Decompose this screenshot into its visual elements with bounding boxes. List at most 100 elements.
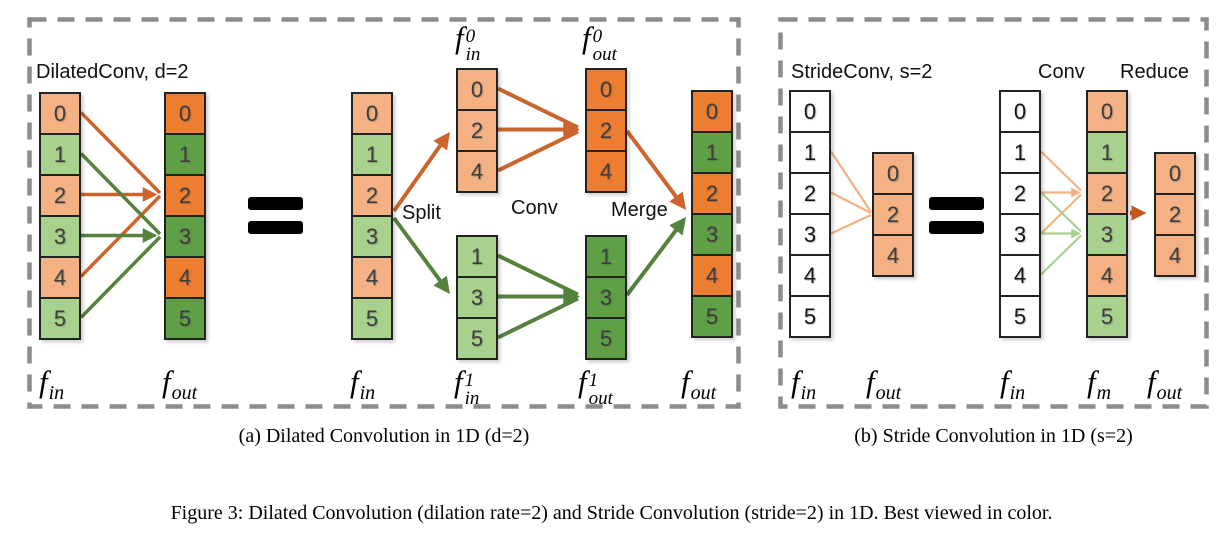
- label-b-fm: fm: [1087, 364, 1111, 403]
- cell: 2: [456, 109, 498, 152]
- conv-arrow-0: [497, 86, 579, 130]
- label-a-fin-mid: fin: [350, 364, 375, 403]
- cell: 1: [351, 133, 393, 176]
- math-f: f: [455, 20, 464, 55]
- cell: 0: [1086, 90, 1128, 133]
- column-b-fin-left: 0 1 2 3 4 5: [789, 90, 831, 338]
- cell: 4: [456, 150, 498, 193]
- math-sup: 0: [592, 26, 603, 47]
- cell: 5: [456, 317, 498, 360]
- cell: 0: [999, 90, 1041, 133]
- equals-sign-b: [929, 197, 984, 234]
- math-sub: in: [800, 382, 817, 404]
- column-a-fout-odd: 1 3 5: [585, 235, 627, 360]
- equals-bar: [929, 197, 984, 210]
- math-sub: in: [1009, 382, 1026, 404]
- math-sup: 1: [588, 370, 599, 391]
- math-sub: m: [1096, 382, 1112, 404]
- caption-b: (b) Stride Convolution in 1D (s=2): [854, 425, 1133, 447]
- cell: 3: [999, 213, 1041, 256]
- cell: 1: [999, 131, 1041, 174]
- cell: 4: [1154, 234, 1196, 277]
- arrow-in0-out2: [79, 111, 162, 195]
- math-f: f: [582, 20, 591, 55]
- label-b-fout-left: fout: [866, 366, 901, 403]
- cell: 3: [691, 213, 733, 256]
- math-f: f: [1087, 364, 1096, 399]
- equals-bar: [248, 221, 303, 234]
- cell: 0: [585, 68, 627, 111]
- label-a-fout-left: fout: [162, 364, 197, 403]
- math-sub: out: [690, 382, 717, 404]
- arrow-in4-out2: [79, 194, 162, 278]
- cell: 2: [351, 174, 393, 217]
- b-line-in3: [830, 214, 872, 235]
- cell: 3: [39, 215, 81, 258]
- equals-bar: [929, 221, 984, 234]
- math-sup: 0: [465, 26, 476, 47]
- label-a-fout-right: fout: [681, 366, 716, 403]
- cell: 2: [585, 109, 627, 152]
- cell: 1: [164, 133, 206, 176]
- cell: 3: [789, 213, 831, 256]
- math-f: f: [791, 364, 800, 399]
- dilated-green-arrows: [79, 152, 162, 319]
- cell: 2: [789, 172, 831, 215]
- cell: 4: [1086, 254, 1128, 297]
- column-b-fout-right: 0 2 4: [1154, 152, 1196, 277]
- column-a-fin-mid: 0 1 2 3 4 5: [351, 92, 393, 340]
- panel-b-title: StrideConv, s=2: [791, 61, 933, 83]
- conv-arrow-4: [497, 129, 579, 173]
- cell: 2: [872, 193, 914, 236]
- cell: 3: [1086, 213, 1128, 256]
- cell: 5: [999, 295, 1041, 338]
- cell: 4: [999, 254, 1041, 297]
- cell: 2: [164, 174, 206, 217]
- cell: 5: [1086, 295, 1128, 338]
- math-sub: out: [171, 382, 198, 404]
- cell: 0: [39, 92, 81, 135]
- equals-bar: [248, 197, 303, 210]
- split-label: Split: [402, 202, 441, 224]
- math-f: f: [1147, 364, 1156, 399]
- label-b-fin-right: fin: [1000, 366, 1025, 403]
- column-a-fout-left: 0 1 2 3 4 5: [164, 92, 206, 340]
- math-sup: 1: [464, 370, 475, 391]
- cell: 4: [691, 254, 733, 297]
- cell: 4: [351, 256, 393, 299]
- b-line-in1: [830, 150, 872, 213]
- cell: 2: [1154, 193, 1196, 236]
- dilated-orange-arrows: [79, 111, 162, 278]
- label-a-fin-left: fin: [39, 364, 64, 403]
- b-conv-line-4g: [1040, 234, 1082, 276]
- cell: 0: [691, 90, 733, 133]
- conv-label-a: Conv: [511, 197, 558, 219]
- column-a-fout-even: 0 2 4: [585, 68, 627, 193]
- math-sub: out: [875, 382, 902, 404]
- cell: 5: [39, 297, 81, 340]
- column-b-fin-right: 0 1 2 3 4 5: [999, 90, 1041, 338]
- cell: 0: [789, 90, 831, 133]
- stride-conv-lines: [830, 150, 872, 235]
- label-fout0: f 0 out: [582, 22, 617, 64]
- merge-arrow-odd: [625, 216, 687, 297]
- label-fin0: f 0 in: [455, 22, 480, 64]
- cell: 3: [164, 215, 206, 258]
- cell: 1: [456, 235, 498, 278]
- arrow-in5-out3: [79, 235, 162, 319]
- split-arrow-odd: [392, 216, 450, 295]
- split-arrow-even: [392, 131, 450, 213]
- cell: 1: [691, 131, 733, 174]
- math-f: f: [162, 364, 171, 399]
- arrow-in1-out3: [79, 152, 162, 236]
- column-a-fin-even: 0 2 4: [456, 68, 498, 193]
- conv-arrow-5: [497, 296, 579, 340]
- conv-label-b: Conv: [1038, 61, 1085, 83]
- math-sub: out: [1156, 382, 1183, 404]
- cell: 3: [351, 215, 393, 258]
- math-f: f: [350, 364, 359, 399]
- conv-even-arrows: [497, 86, 581, 173]
- math-f: f: [39, 364, 48, 399]
- column-a-fin-left: 0 1 2 3 4 5: [39, 92, 81, 340]
